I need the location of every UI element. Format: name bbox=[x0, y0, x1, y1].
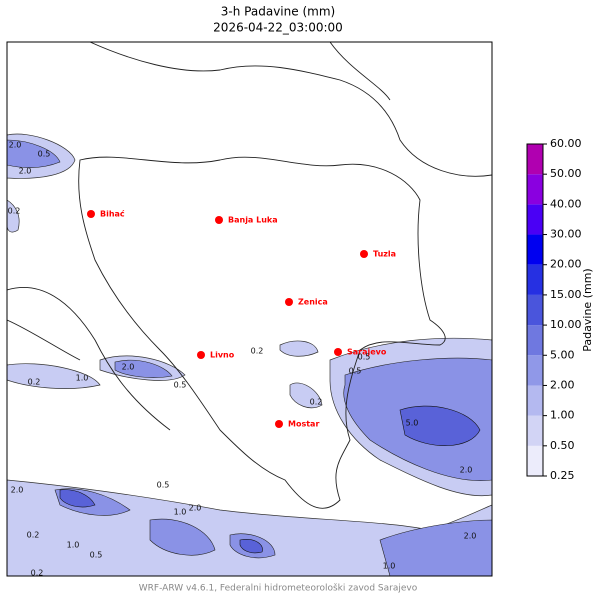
contour-label: 2.0 bbox=[189, 504, 202, 513]
city-label: Livno bbox=[210, 351, 235, 360]
contour-label: 0.5 bbox=[349, 367, 362, 376]
city-marker bbox=[275, 420, 283, 428]
colorbar-segment bbox=[527, 174, 543, 205]
city-marker bbox=[360, 250, 368, 258]
city-label: Banja Luka bbox=[228, 216, 278, 225]
city-label: Mostar bbox=[288, 420, 319, 429]
colorbar-segment bbox=[527, 264, 543, 295]
colorbar-tick-label: 0.50 bbox=[550, 439, 575, 452]
subtitle: 2026-04-22_03:00:00 bbox=[213, 21, 343, 35]
colorbar-segment bbox=[527, 294, 543, 326]
contour-label: 2.0 bbox=[9, 141, 22, 150]
colorbar-segment bbox=[527, 355, 543, 386]
contour-label: 0.2 bbox=[251, 347, 264, 356]
colorbar-tick-label: 0.25 bbox=[550, 469, 575, 482]
colorbar-tick-label: 1.00 bbox=[550, 409, 575, 422]
contour-label: 2.0 bbox=[460, 466, 473, 475]
contour-label: 1.0 bbox=[174, 508, 187, 517]
contour-label: 0.2 bbox=[28, 378, 41, 387]
colorbar-segment bbox=[527, 445, 543, 476]
city-marker bbox=[87, 210, 95, 218]
colorbar-tick-label: 15.00 bbox=[550, 288, 582, 301]
city-marker bbox=[334, 348, 342, 356]
colorbar-segment bbox=[527, 234, 543, 265]
colorbar-tick-label: 20.00 bbox=[550, 258, 582, 271]
colorbar-segment bbox=[527, 415, 543, 446]
colorbar-segment bbox=[527, 385, 543, 416]
contour-label: 1.0 bbox=[67, 541, 80, 550]
colorbar-tick-label: 60.00 bbox=[550, 137, 582, 150]
colorbar-segment bbox=[527, 204, 543, 235]
colorbar: 0.25 0.50 1.00 2.00 5.00 10.00 15.00 20.00 30.00… bbox=[526, 137, 582, 482]
contour-label: 1.0 bbox=[76, 374, 89, 383]
contour-label: 0.2 bbox=[31, 569, 44, 578]
contour-label: 0.5 bbox=[90, 551, 103, 560]
contour-label: 0.2 bbox=[8, 207, 21, 216]
contour-label: 2.0 bbox=[11, 486, 24, 495]
city-marker bbox=[197, 351, 205, 359]
contour-label: 5.0 bbox=[406, 419, 419, 428]
contour-label: 2.0 bbox=[464, 532, 477, 541]
city-marker bbox=[215, 216, 223, 224]
colorbar-segment bbox=[527, 144, 543, 175]
city-label: Sarajevo bbox=[347, 348, 387, 357]
colorbar-label: Padavine (mm) bbox=[581, 268, 594, 351]
colorbar-segment bbox=[527, 325, 543, 356]
colorbar-frame bbox=[526, 143, 544, 477]
city-label: Tuzla bbox=[373, 250, 396, 259]
contour-label: 0.2 bbox=[27, 531, 40, 540]
map-frame bbox=[6, 41, 493, 577]
footer: WRF-ARW v4.6.1, Federalni hidrometeorolo… bbox=[139, 583, 418, 594]
colorbar-tick-label: 2.00 bbox=[550, 378, 575, 391]
city-label: Zenica bbox=[298, 298, 328, 307]
colorbar-tick-label: 50.00 bbox=[550, 167, 582, 180]
contour-label: 0.5 bbox=[174, 381, 187, 390]
contour-label: 0.5 bbox=[157, 481, 170, 490]
colorbar-tick-label: 40.00 bbox=[550, 197, 582, 210]
title: 3-h Padavine (mm) bbox=[221, 5, 335, 19]
colorbar-tick-label: 5.00 bbox=[550, 348, 575, 361]
map-area bbox=[7, 42, 492, 576]
contour-label: 2.0 bbox=[122, 363, 135, 372]
contour-label: 0.5 bbox=[38, 150, 51, 159]
contour-label: 2.0 bbox=[19, 167, 32, 176]
colorbar-tick-label: 30.00 bbox=[550, 228, 582, 241]
colorbar-tick-label: 10.00 bbox=[550, 318, 582, 331]
contour-label: 0.5 bbox=[358, 353, 371, 362]
contour-label: 1.0 bbox=[383, 562, 396, 571]
city-marker bbox=[285, 298, 293, 306]
contour-label: 0.2 bbox=[310, 398, 323, 407]
city-label: Bihać bbox=[100, 209, 125, 219]
